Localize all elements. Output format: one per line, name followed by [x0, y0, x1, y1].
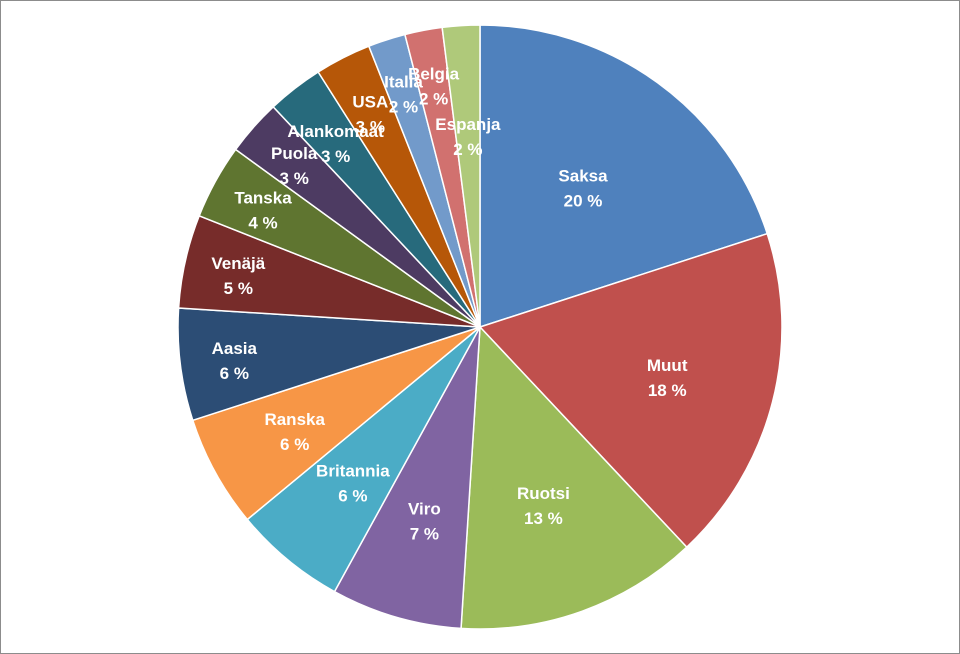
- slice-label: Tanska: [234, 189, 292, 208]
- slice-value-label: 5 %: [224, 279, 253, 298]
- slice-label: Ruotsi: [517, 484, 570, 503]
- slice-label: Britannia: [316, 462, 390, 481]
- slice-value-label: 6 %: [338, 487, 367, 506]
- slice-value-label: 3 %: [280, 169, 309, 188]
- pie-slice-espanja: [441, 24, 481, 328]
- slice-value-label: 3 %: [321, 147, 350, 166]
- slice-label: Viro: [408, 499, 441, 518]
- slice-label: Belgia: [408, 65, 460, 84]
- slice-label: Italia: [384, 73, 423, 92]
- slice-label: Ranska: [264, 410, 325, 429]
- pie-slice-viro: [333, 326, 481, 630]
- slice-value-label: 2 %: [453, 140, 482, 159]
- slice-value-label: 7 %: [410, 524, 439, 543]
- slice-value-label: 20 %: [564, 191, 603, 210]
- slice-label: Puola: [271, 144, 318, 163]
- pie-slice-ruotsi: [460, 325, 688, 630]
- pie-slice-muut: [478, 232, 783, 549]
- pie-labels: Saksa 20 % Muut 18 % Ruotsi 13 % Viro 7 % Britan…: [211, 65, 687, 544]
- slice-label: Venäjä: [211, 254, 265, 273]
- slice-label: USA: [352, 93, 388, 112]
- slice-value-label: 4 %: [248, 214, 277, 233]
- slice-label: Saksa: [558, 166, 608, 185]
- slice-value-label: 2 %: [389, 98, 418, 117]
- slice-label: Alankomaat: [287, 122, 384, 141]
- pie-slice-saksa: [479, 24, 769, 329]
- slice-label: Espanja: [435, 115, 501, 134]
- slice-value-label: 6 %: [280, 435, 309, 454]
- slice-value-label: 6 %: [220, 364, 249, 383]
- slice-label: Aasia: [212, 339, 258, 358]
- slice-value-label: 3 %: [356, 118, 385, 137]
- slice-value-label: 2 %: [419, 90, 448, 109]
- slice-value-label: 13 %: [524, 509, 563, 528]
- slice-value-label: 18 %: [648, 381, 687, 400]
- pie-slices: [177, 24, 783, 630]
- slice-label: Muut: [647, 356, 688, 375]
